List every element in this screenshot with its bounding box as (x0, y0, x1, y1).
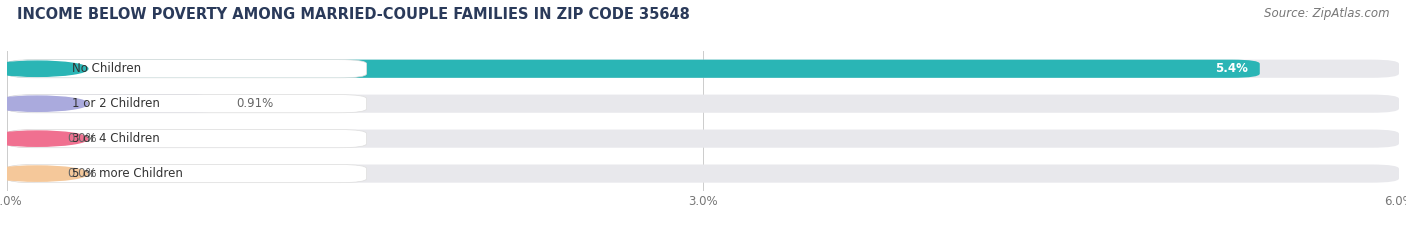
Text: Source: ZipAtlas.com: Source: ZipAtlas.com (1264, 7, 1389, 20)
Text: 0.0%: 0.0% (67, 132, 97, 145)
Text: 0.0%: 0.0% (67, 167, 97, 180)
FancyBboxPatch shape (7, 130, 49, 148)
FancyBboxPatch shape (7, 164, 49, 183)
FancyBboxPatch shape (7, 130, 367, 148)
FancyBboxPatch shape (7, 95, 367, 113)
Text: 3 or 4 Children: 3 or 4 Children (72, 132, 160, 145)
Text: INCOME BELOW POVERTY AMONG MARRIED-COUPLE FAMILIES IN ZIP CODE 35648: INCOME BELOW POVERTY AMONG MARRIED-COUPL… (17, 7, 690, 22)
FancyBboxPatch shape (7, 60, 367, 78)
Text: 1 or 2 Children: 1 or 2 Children (72, 97, 160, 110)
FancyBboxPatch shape (7, 164, 1399, 183)
Circle shape (0, 166, 87, 181)
Text: 5 or more Children: 5 or more Children (72, 167, 183, 180)
FancyBboxPatch shape (7, 164, 367, 183)
Text: No Children: No Children (72, 62, 141, 75)
Text: 5.4%: 5.4% (1215, 62, 1249, 75)
Text: 0.91%: 0.91% (236, 97, 274, 110)
FancyBboxPatch shape (7, 60, 1399, 78)
Circle shape (0, 96, 87, 111)
FancyBboxPatch shape (7, 60, 1260, 78)
Circle shape (0, 61, 87, 76)
FancyBboxPatch shape (7, 95, 218, 113)
Circle shape (0, 131, 87, 146)
FancyBboxPatch shape (7, 95, 1399, 113)
FancyBboxPatch shape (7, 130, 1399, 148)
